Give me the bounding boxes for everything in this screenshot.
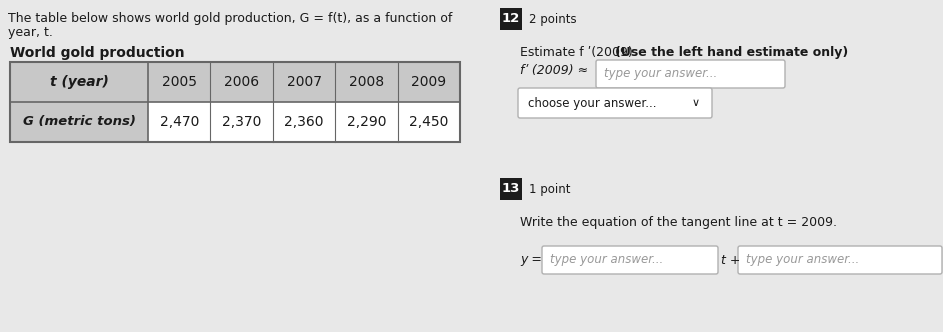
Text: type your answer...: type your answer... [550, 254, 663, 267]
Text: 2,450: 2,450 [409, 115, 449, 129]
FancyBboxPatch shape [542, 246, 718, 274]
Text: fʹ (2009) ≈: fʹ (2009) ≈ [520, 64, 588, 77]
Text: 2007: 2007 [287, 75, 322, 89]
FancyBboxPatch shape [738, 246, 942, 274]
Text: 2009: 2009 [411, 75, 446, 89]
Bar [500, 178, 522, 200]
Text: Estimate f ʹ(2009).: Estimate f ʹ(2009). [520, 46, 640, 59]
FancyBboxPatch shape [518, 88, 712, 118]
Text: choose your answer...: choose your answer... [528, 97, 656, 110]
Text: World gold production: World gold production [10, 46, 185, 60]
Text: 2,370: 2,370 [222, 115, 261, 129]
Text: 2,470: 2,470 [159, 115, 199, 129]
FancyBboxPatch shape [596, 60, 785, 88]
Text: 13: 13 [502, 183, 521, 196]
Text: t (year): t (year) [50, 75, 108, 89]
Text: The table below shows world gold production, G = f(t), as a function of: The table below shows world gold product… [8, 12, 453, 25]
Text: 2 points: 2 points [529, 13, 576, 26]
Bar [10, 62, 460, 102]
Text: (Use the left hand estimate only): (Use the left hand estimate only) [615, 46, 849, 59]
Text: 2005: 2005 [161, 75, 197, 89]
Text: G (metric tons): G (metric tons) [23, 116, 136, 128]
Text: t +: t + [721, 254, 740, 267]
Bar [10, 62, 148, 142]
Text: 2008: 2008 [349, 75, 384, 89]
Text: type your answer...: type your answer... [746, 254, 859, 267]
Text: 12: 12 [502, 13, 521, 26]
Text: type your answer...: type your answer... [604, 67, 718, 80]
Text: year, t.: year, t. [8, 26, 53, 39]
Bar [500, 8, 522, 30]
Bar [10, 62, 460, 142]
Text: ∨: ∨ [692, 98, 700, 108]
Bar [10, 62, 460, 142]
Text: 2,290: 2,290 [347, 115, 386, 129]
Text: 1 point: 1 point [529, 183, 571, 196]
Text: 2,360: 2,360 [284, 115, 323, 129]
Text: 2006: 2006 [224, 75, 259, 89]
Text: y =: y = [520, 254, 542, 267]
Text: Write the equation of the tangent line at t = 2009.: Write the equation of the tangent line a… [520, 216, 837, 229]
